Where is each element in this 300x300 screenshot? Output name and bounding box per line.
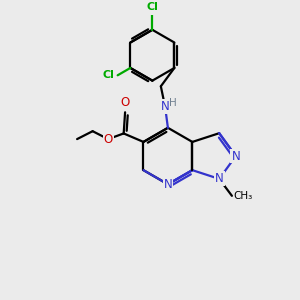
Text: N: N — [161, 100, 170, 113]
Text: CH₃: CH₃ — [233, 191, 252, 201]
Text: Cl: Cl — [103, 70, 115, 80]
Text: N: N — [231, 149, 240, 163]
Text: Cl: Cl — [146, 2, 158, 12]
Text: N: N — [164, 178, 172, 191]
Text: H: H — [169, 98, 177, 108]
Text: N: N — [215, 172, 224, 185]
Text: O: O — [103, 133, 113, 146]
Text: O: O — [121, 96, 130, 109]
